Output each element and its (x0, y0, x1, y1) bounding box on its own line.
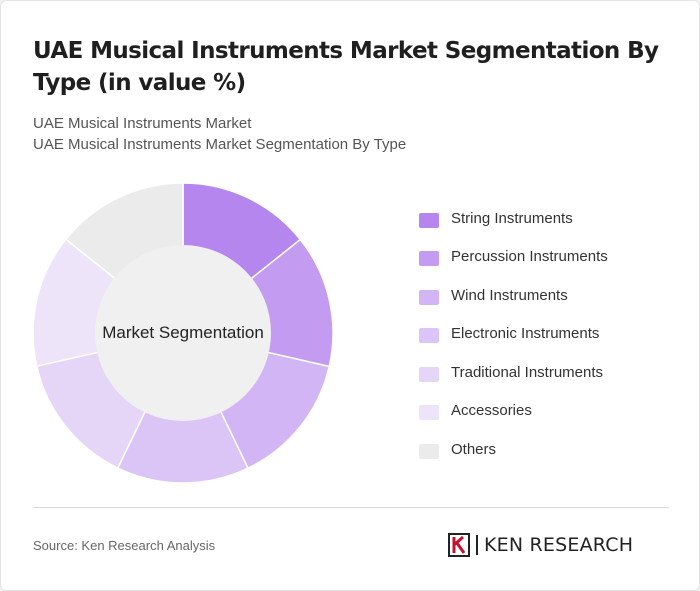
breadcrumb-segmentation[interactable]: UAE Musical Instruments Market Segmentat… (33, 136, 407, 153)
chart-title: UAE Musical Instruments Market Segmentat… (33, 38, 659, 96)
logo-divider (476, 535, 478, 555)
legend-item-string[interactable]: String Instruments (419, 207, 679, 231)
source-note: Source: Ken Research Analysis (33, 538, 216, 553)
legend-swatch (419, 367, 439, 382)
legend-swatch (419, 251, 439, 266)
legend-label: Electronic Instruments (451, 325, 600, 342)
legend-label: Accessories (451, 402, 532, 419)
breadcrumb-market[interactable]: UAE Musical Instruments Market (33, 115, 252, 132)
legend-label: Wind Instruments (451, 287, 568, 304)
legend-item-others[interactable]: Others (419, 438, 679, 462)
legend-swatch (419, 328, 439, 343)
legend-swatch (419, 290, 439, 305)
ken-research-logo-icon (448, 533, 470, 557)
legend-swatch (419, 444, 439, 459)
donut-chart (33, 183, 333, 483)
legend-item-electronic[interactable]: Electronic Instruments (419, 322, 679, 346)
donut-center-label: Market Segmentation (102, 323, 264, 342)
legend-label: Others (451, 441, 497, 458)
legend-label: String Instruments (451, 210, 573, 227)
ken-research-logo: KEN RESEARCH (448, 531, 670, 559)
donut-hole (95, 245, 271, 421)
logo-text: KEN RESEARCH (484, 534, 634, 556)
legend-label: Percussion Instruments (451, 248, 608, 265)
legend-item-traditional[interactable]: Traditional Instruments (419, 361, 679, 385)
footer-divider (33, 507, 669, 508)
legend-swatch (419, 213, 439, 228)
legend-swatch (419, 405, 439, 420)
legend-item-wind[interactable]: Wind Instruments (419, 284, 679, 308)
legend-label: Traditional Instruments (451, 364, 604, 381)
legend-item-accessories[interactable]: Accessories (419, 399, 679, 423)
legend-item-percussion[interactable]: Percussion Instruments (419, 245, 679, 269)
